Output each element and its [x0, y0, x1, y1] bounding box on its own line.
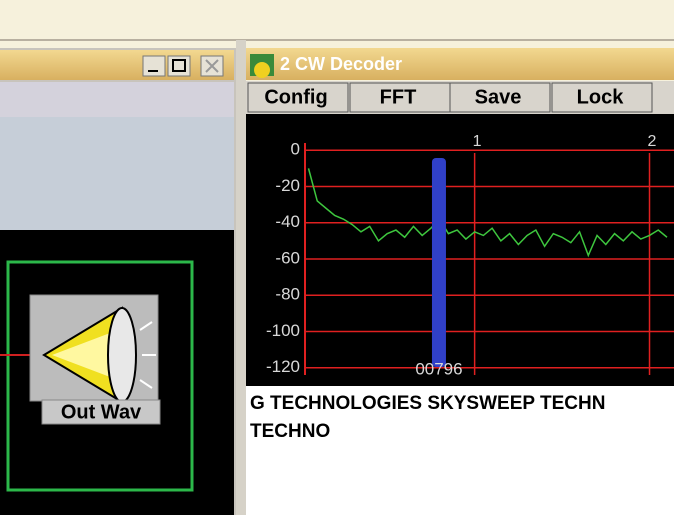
block-label: Out Wav: [61, 401, 142, 423]
decoder-title: 2 CW Decoder: [280, 54, 402, 74]
screen: Out Wav 2 CW Decoder Config FFT Save Lock 0…: [0, 0, 674, 515]
spectrum-panel: [246, 114, 674, 386]
y-tick-label: -40: [275, 212, 300, 231]
y-tick-label: -120: [266, 357, 300, 376]
menu-label: Config: [264, 86, 327, 108]
x-tick-label: 1: [473, 133, 482, 150]
decoded-line: TECHNO: [250, 421, 330, 442]
decoded-line: G TECHNOLOGIES SKYSWEEP TECHN: [250, 393, 605, 414]
app-icon-sun: [254, 62, 270, 78]
left-field: [0, 82, 234, 117]
y-tick-label: -80: [275, 285, 300, 304]
separator: [236, 40, 246, 515]
left-panel: [0, 117, 234, 230]
minimize-button[interactable]: [143, 56, 165, 76]
speaker-rim: [108, 308, 136, 402]
marker-label: 00796: [415, 359, 462, 378]
page: Out Wav 2 CW Decoder Config FFT Save Lock 0…: [0, 0, 674, 515]
y-tick-label: -20: [275, 176, 300, 195]
menu: Config FFT Save Lock: [248, 83, 652, 112]
menu-label: Save: [475, 86, 522, 108]
y-tick-label: 0: [291, 140, 300, 159]
menu-label: Lock: [577, 86, 625, 108]
menu-label: FFT: [380, 86, 417, 108]
x-tick-label: 2: [648, 133, 657, 150]
left-title-bar: [0, 50, 234, 80]
y-tick-label: -100: [266, 321, 300, 340]
y-tick-label: -60: [275, 248, 300, 267]
frequency-marker[interactable]: [432, 158, 446, 367]
